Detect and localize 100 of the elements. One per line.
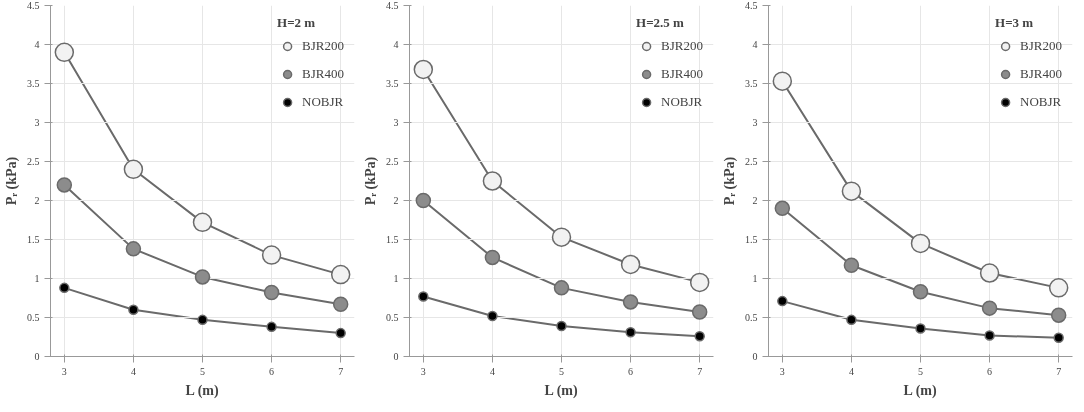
point <box>691 304 708 320</box>
legend-label: BJR400 <box>302 66 344 82</box>
point <box>625 327 636 338</box>
point <box>689 272 710 293</box>
point <box>772 71 793 91</box>
point <box>915 323 926 334</box>
y-tick-label: 3.5 <box>27 78 40 89</box>
point <box>984 330 995 341</box>
x-tick-label: 6 <box>628 365 634 377</box>
y-tick-label: 3.5 <box>745 78 758 89</box>
y-tick-label: 0.5 <box>27 312 40 323</box>
point <box>261 245 282 265</box>
x-tick-label: 3 <box>61 365 67 377</box>
y-tick-label: 1.5 <box>386 234 399 245</box>
x-tick-label: 3 <box>779 365 785 377</box>
x-tick-label: 4 <box>130 365 136 377</box>
x-tick-label: 5 <box>918 365 923 377</box>
x-tick-label: 6 <box>987 365 993 377</box>
y-tick-label: 4 <box>393 39 399 50</box>
legend-label: NOBJR <box>302 94 344 110</box>
point <box>125 241 142 257</box>
point <box>332 296 349 312</box>
y-tick-label: 0 <box>393 351 399 362</box>
point <box>843 257 860 273</box>
x-tick-label: 7 <box>1056 365 1062 377</box>
y-tick-label: 3 <box>34 117 40 128</box>
point <box>56 177 73 193</box>
x-axis-title: L (m) <box>544 382 578 399</box>
y-tick-label: 4 <box>34 39 40 50</box>
point <box>841 181 862 201</box>
legend-title: H=2 m <box>277 15 317 31</box>
point <box>197 314 208 326</box>
legend-label: BJR200 <box>302 38 344 54</box>
x-tick-label: 7 <box>338 365 344 377</box>
point <box>266 321 277 333</box>
point <box>59 282 70 294</box>
point <box>694 330 705 342</box>
y-tick-label: 2 <box>752 195 758 206</box>
point <box>128 304 139 315</box>
point <box>620 254 641 275</box>
point <box>484 249 501 266</box>
x-tick-label: 7 <box>697 365 703 377</box>
point <box>774 200 791 217</box>
legend-title: H=2.5 m <box>636 15 685 31</box>
legend-label: BJR400 <box>1020 66 1062 82</box>
y-tick-label: 1 <box>34 273 40 284</box>
point <box>910 233 931 254</box>
point <box>418 291 429 302</box>
y-tick-label: 2.5 <box>386 156 399 167</box>
point <box>1048 278 1069 298</box>
y-tick-label: 0.5 <box>745 312 758 323</box>
y-tick-label: 4.5 <box>745 0 758 11</box>
x-tick-label: 4 <box>848 365 854 377</box>
y-tick-label: 3 <box>393 117 399 128</box>
y-tick-label: 2.5 <box>745 156 758 167</box>
point <box>192 212 213 233</box>
legend-label: BJR400 <box>661 66 703 82</box>
x-tick-label: 5 <box>559 365 564 377</box>
legend-label: NOBJR <box>1020 94 1062 110</box>
point <box>123 159 144 180</box>
y-axis-title: Pᵣ (kPa) <box>363 156 379 206</box>
point <box>413 59 434 80</box>
x-tick-label: 5 <box>200 365 205 377</box>
y-tick-label: 0.5 <box>386 312 399 323</box>
y-tick-label: 4.5 <box>27 0 40 11</box>
point <box>777 295 788 307</box>
point <box>912 284 929 300</box>
point <box>553 280 570 296</box>
y-tick-label: 3.5 <box>386 78 399 89</box>
y-axis-title: Pᵣ (kPa) <box>722 156 738 206</box>
y-tick-label: 4.5 <box>386 0 399 11</box>
y-tick-label: 2.5 <box>27 156 40 167</box>
point <box>1053 332 1064 344</box>
point <box>487 310 498 322</box>
y-tick-label: 2 <box>393 195 399 206</box>
x-axis-title: L (m) <box>185 382 219 399</box>
y-tick-label: 4 <box>752 39 758 50</box>
point <box>846 314 857 326</box>
x-axis-title: L (m) <box>903 382 937 399</box>
y-tick-label: 3 <box>752 117 758 128</box>
point <box>330 264 351 285</box>
y-tick-label: 1 <box>393 273 399 284</box>
point <box>622 294 639 310</box>
point <box>551 227 572 247</box>
point <box>194 269 211 285</box>
legend-title: H=3 m <box>995 15 1035 31</box>
point <box>981 300 998 316</box>
y-axis-title: Pᵣ (kPa) <box>4 156 20 206</box>
point <box>556 320 567 332</box>
legend-label: NOBJR <box>661 94 703 110</box>
point <box>1050 307 1067 323</box>
point <box>335 327 346 339</box>
point <box>482 171 503 191</box>
y-tick-label: 1.5 <box>745 234 758 245</box>
legend-label: BJR200 <box>1020 38 1062 54</box>
x-tick-label: 4 <box>489 365 495 377</box>
x-tick-label: 6 <box>269 365 275 377</box>
point <box>415 192 432 209</box>
y-tick-label: 1.5 <box>27 234 40 245</box>
y-tick-label: 2 <box>34 195 40 206</box>
